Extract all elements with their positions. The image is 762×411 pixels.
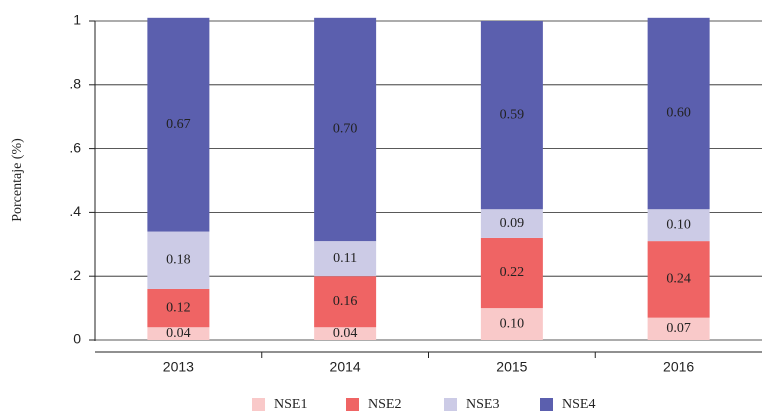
bar-segment: [147, 288, 210, 328]
data-label: 0.04: [166, 326, 191, 341]
legend-label: NSE4: [562, 397, 595, 411]
y-axis-label: Porcentaje (%): [10, 138, 25, 222]
data-label: 0.10: [666, 217, 691, 232]
y-tick-label: .2: [69, 267, 81, 283]
data-label: 0.04: [333, 326, 358, 341]
y-tick-label: 1: [73, 12, 81, 28]
bar-segment: [647, 317, 710, 340]
y-tick-label: 0: [73, 331, 81, 347]
data-label: 0.60: [666, 106, 691, 121]
bar-segment: [647, 209, 710, 242]
y-tick-label: .6: [69, 139, 81, 155]
legend-label: NSE1: [274, 397, 307, 411]
bar-segment: [147, 231, 210, 289]
data-label: 0.11: [333, 251, 357, 266]
data-label: 0.70: [333, 122, 358, 137]
y-tick-label: .4: [69, 203, 81, 219]
bar-segment: [314, 327, 377, 340]
bar-segment: [480, 209, 543, 238]
bar-segment: [314, 276, 377, 328]
bar-segment: [647, 241, 710, 318]
bar-segment: [480, 308, 543, 340]
data-label: 0.07: [666, 321, 691, 336]
data-label: 0.12: [166, 300, 191, 315]
data-label: 0.09: [500, 216, 525, 231]
legend-swatch: [252, 398, 265, 411]
data-label: 0.59: [500, 107, 525, 122]
data-label: 0.10: [500, 316, 525, 331]
bar-segment: [647, 17, 710, 210]
data-label: 0.22: [500, 265, 525, 280]
y-tick-label: .8: [69, 76, 81, 92]
data-label: 0.16: [333, 294, 358, 309]
bar-segment: [314, 241, 377, 277]
data-label: 0.67: [166, 117, 191, 132]
bar-segment: [480, 21, 543, 210]
legend-label: NSE3: [466, 397, 499, 411]
bar-segment: [147, 327, 210, 340]
data-label: 0.18: [166, 252, 191, 267]
bar-segment: [314, 17, 377, 242]
x-tick-label: 2015: [496, 359, 527, 375]
legend-label: NSE2: [368, 397, 401, 411]
legend-swatch: [346, 398, 359, 411]
bar-segment: [480, 237, 543, 309]
bar-segment: [147, 17, 210, 232]
legend-swatch: [444, 398, 457, 411]
data-label: 0.24: [666, 272, 691, 287]
x-tick-label: 2016: [663, 359, 694, 375]
legend-swatch: [540, 398, 553, 411]
x-tick-label: 2014: [330, 359, 361, 375]
x-tick-label: 2013: [163, 359, 194, 375]
